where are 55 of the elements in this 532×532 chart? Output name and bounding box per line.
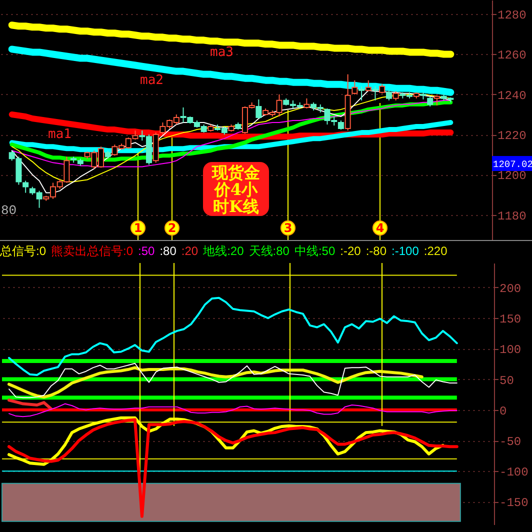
line-series	[8, 296, 458, 376]
candlestick	[304, 98, 310, 109]
candlestick	[379, 84, 386, 94]
series-label: ma1	[48, 127, 72, 142]
line-series	[8, 366, 424, 399]
ref-line-label: 天线:80	[248, 244, 290, 258]
annotation: 80	[1, 203, 17, 218]
annotation: 4	[376, 221, 384, 235]
line-series	[8, 398, 52, 410]
candlestick	[22, 180, 29, 194]
line-series	[8, 403, 458, 418]
candlestick	[338, 120, 344, 130]
ref-line-label: :-80	[366, 244, 387, 258]
ref-line-label: :-100	[392, 244, 419, 258]
y-tick-label: 1280	[498, 8, 526, 23]
ref-line-label: 地线:20	[203, 244, 244, 258]
y-tick-label: 200	[500, 282, 522, 296]
text: :80	[160, 244, 176, 258]
y-tick-label: -100	[500, 466, 528, 480]
annotation: 2	[168, 221, 176, 235]
candlestick	[427, 96, 434, 107]
line-series	[8, 418, 458, 518]
line-series	[8, 362, 458, 398]
text: 熊卖出总信号:0	[51, 244, 134, 258]
text: :50	[138, 244, 155, 258]
y-tick-label: 1200	[498, 169, 526, 184]
candlestick	[372, 86, 378, 101]
y-tick-label: 1240	[498, 88, 526, 103]
text: 总信号:0	[0, 244, 46, 258]
series-label: ma3	[210, 45, 234, 60]
annotation: 3	[284, 221, 292, 235]
candlestick	[434, 94, 440, 106]
y-tick-label: -150	[500, 496, 528, 510]
candlestick	[392, 90, 399, 101]
y-tick-label: 1220	[498, 129, 526, 144]
ref-line-label: :220	[424, 244, 448, 258]
y-tick-label: 100	[500, 343, 522, 358]
candlestick	[386, 90, 392, 101]
y-tick-label: 0	[500, 404, 507, 418]
y-tick-label: 1260	[498, 48, 526, 63]
text: 现货金价4小时K线	[203, 163, 269, 216]
y-tick-label: -50	[500, 435, 522, 450]
ref-line-label: 中线:50	[294, 244, 336, 258]
y-tick-label: 150	[500, 312, 522, 327]
candlestick	[365, 80, 372, 92]
y-tick-label: 1180	[498, 209, 526, 224]
series-label: ma2	[140, 73, 164, 88]
y-tick-label: 50	[500, 374, 514, 388]
candlestick	[256, 98, 262, 119]
candlestick	[358, 86, 365, 101]
text: 1207.02	[493, 159, 532, 170]
text: :20	[181, 244, 198, 258]
annotation: 1	[134, 221, 142, 235]
candlestick	[352, 80, 358, 95]
ref-line-label: :-20	[340, 244, 361, 258]
